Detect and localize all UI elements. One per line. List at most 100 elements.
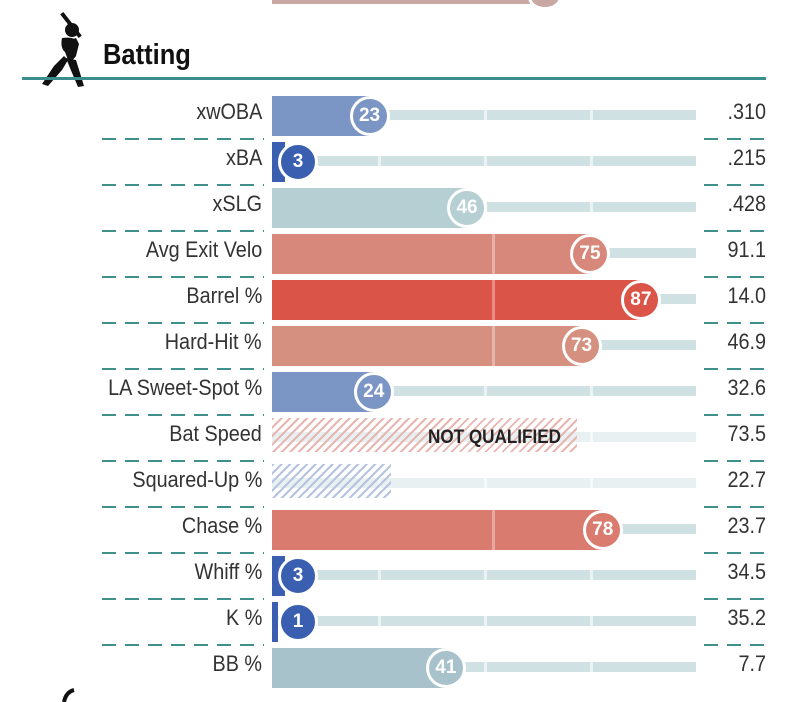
row-separator (704, 230, 766, 232)
bar-midline (492, 280, 495, 320)
metric-value: 22.7 (727, 467, 766, 492)
metric-value: 46.9 (727, 329, 766, 354)
percentile-bar (272, 280, 641, 320)
percentile-bubble: 87 (620, 280, 661, 320)
metric-row: Squared-Up % 22.7 (0, 461, 790, 508)
track-tick (590, 613, 593, 629)
section-header: Batting (22, 8, 766, 87)
previous-section-bar (272, 0, 530, 4)
metric-label: Whiff % (194, 559, 262, 584)
bar-midline (492, 326, 495, 366)
metric-label: BB % (212, 651, 262, 676)
percentile-bubble: 3 (278, 142, 318, 182)
metric-label: xwOBA (195, 99, 262, 124)
percentile-bar (272, 234, 590, 274)
row-separator (102, 414, 264, 416)
metric-row: K % 1 35.2 (0, 599, 790, 646)
metric-value: 7.7 (738, 651, 766, 676)
row-separator (704, 552, 766, 554)
row-separator (102, 598, 264, 600)
metric-row: Barrel % 87 14.0 (0, 277, 790, 324)
percentile-bubble: 1 (278, 602, 318, 642)
percentile-bubble: 41 (425, 648, 466, 688)
metric-value: 73.5 (727, 421, 766, 446)
row-separator (102, 322, 264, 324)
metric-row: Bat Speed NOT QUALIFIED 73.5 (0, 415, 790, 462)
row-separator (102, 506, 264, 508)
track-tick (378, 153, 381, 169)
row-separator (704, 184, 766, 186)
row-separator (704, 414, 766, 416)
metric-value: 14.0 (727, 283, 766, 308)
not-qualified-bar (272, 418, 578, 452)
metric-value: 23.7 (727, 513, 766, 538)
metric-label: Hard-Hit % (165, 329, 262, 354)
track-tick (590, 429, 593, 445)
metric-row: BB % 41 7.7 (0, 645, 790, 691)
metric-label: Bat Speed (169, 421, 262, 446)
metric-label: xBA (225, 145, 262, 170)
row-separator (704, 506, 766, 508)
not-qualified-label: NOT QUALIFIED (428, 427, 562, 448)
percentile-bubble: 24 (353, 372, 394, 412)
track-tick (590, 475, 593, 491)
percentile-bar (272, 602, 278, 642)
metric-value: 35.2 (727, 605, 766, 630)
track-tick (590, 153, 593, 169)
row-separator (102, 368, 264, 370)
bar-midline (492, 234, 495, 274)
metric-row: Chase % 78 23.7 (0, 507, 790, 554)
percentile-track (272, 613, 696, 629)
metric-value: .215 (727, 145, 766, 170)
row-separator (704, 460, 766, 462)
track-tick (590, 199, 593, 215)
row-separator (102, 552, 264, 554)
metric-value: 34.5 (727, 559, 766, 584)
track-tick (484, 659, 487, 675)
percentile-track (272, 567, 696, 583)
track-tick (590, 659, 593, 675)
row-separator (102, 138, 264, 140)
row-separator (704, 598, 766, 600)
metric-row: LA Sweet-Spot % 24 32.6 (0, 369, 790, 416)
metric-row: Whiff % 3 34.5 (0, 553, 790, 600)
not-qualified-bar (272, 464, 391, 498)
metric-label: Avg Exit Velo (145, 237, 262, 262)
row-separator (704, 644, 766, 646)
metric-label: K % (225, 605, 262, 630)
metric-row: Avg Exit Velo 75 91.1 (0, 231, 790, 278)
metric-row: xSLG 46 .428 (0, 185, 790, 232)
percentile-bubble: 73 (561, 326, 602, 366)
metric-label: Chase % (181, 513, 262, 538)
track-tick (484, 153, 487, 169)
percentile-bar (272, 510, 603, 550)
row-separator (102, 230, 264, 232)
percentile-bubble: 46 (447, 188, 488, 228)
percentile-track (272, 153, 696, 169)
row-separator (102, 644, 264, 646)
metric-label: Squared-Up % (132, 467, 262, 492)
track-tick (484, 383, 487, 399)
metric-label: LA Sweet-Spot % (107, 375, 262, 400)
metric-value: 32.6 (727, 375, 766, 400)
row-separator (704, 276, 766, 278)
next-section-icon (62, 688, 75, 702)
percentile-bubble: 23 (349, 96, 390, 136)
track-tick (378, 613, 381, 629)
percentile-bubble: 3 (278, 556, 318, 596)
metric-row: Hard-Hit % 73 46.9 (0, 323, 790, 370)
percentile-bar (272, 326, 582, 366)
track-tick (590, 107, 593, 123)
row-separator (102, 276, 264, 278)
metric-row: xwOBA 23 .310 (0, 93, 790, 140)
metric-row: xBA 3 .215 (0, 139, 790, 186)
bar-midline (492, 510, 495, 550)
row-separator (102, 460, 264, 462)
track-tick (484, 107, 487, 123)
track-tick (484, 613, 487, 629)
row-separator (102, 184, 264, 186)
track-tick (590, 567, 593, 583)
header-rule (22, 77, 766, 80)
row-separator (704, 138, 766, 140)
